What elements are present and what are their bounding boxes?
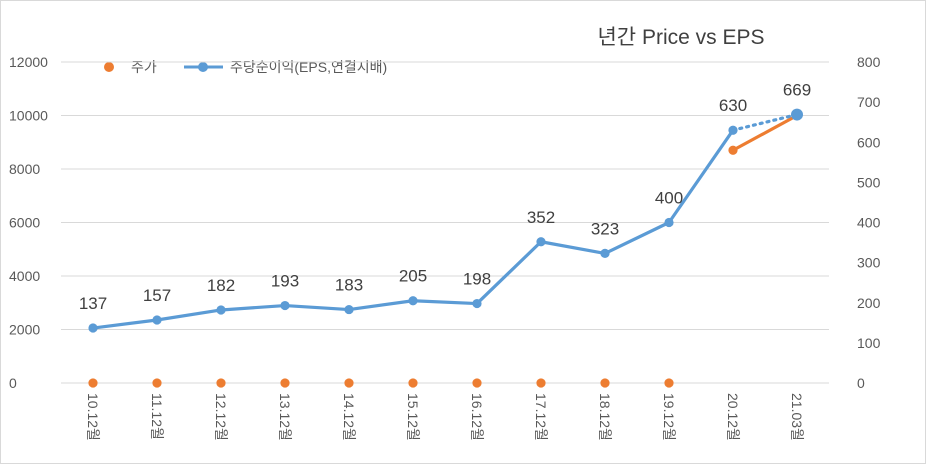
eps-point <box>536 237 546 247</box>
legend-label-eps: 주당순이익(EPS,연결지배) <box>230 59 387 75</box>
left-tick-label: 2000 <box>9 322 40 338</box>
price-line <box>732 114 798 152</box>
x-tick-label: 20.12월 <box>725 393 741 441</box>
left-tick-label: 0 <box>9 375 17 391</box>
eps-point <box>728 125 738 135</box>
price-point <box>280 378 290 388</box>
x-axis: 10.12월 11.12월 12.12월 13.12월 14.12월 15.12월 16.1… <box>85 393 805 441</box>
x-tick-label: 17.12월 <box>533 393 549 441</box>
series-lines <box>92 112 799 330</box>
legend: 주가 주당순이익(EPS,연결지배) <box>104 59 387 75</box>
right-tick-label: 500 <box>857 174 881 190</box>
eps-point <box>216 305 226 315</box>
eps-data-label: 137 <box>79 294 107 313</box>
x-tick-label: 21.03월 <box>789 393 805 441</box>
eps-data-label: 193 <box>271 272 299 291</box>
eps-line-dotted <box>731 112 799 132</box>
eps-data-label: 630 <box>719 96 747 115</box>
left-tick-label: 12000 <box>9 54 48 70</box>
legend-label-price: 주가 <box>131 59 157 75</box>
price-point <box>152 378 162 388</box>
eps-data-label: 352 <box>527 208 555 227</box>
eps-point <box>472 298 482 309</box>
right-tick-label: 600 <box>857 134 881 150</box>
eps-point <box>408 296 418 306</box>
eps-data-label: 183 <box>335 276 363 295</box>
x-tick-label: 12.12월 <box>213 393 229 441</box>
x-tick-label: 10.12월 <box>85 393 101 441</box>
price-point <box>472 378 482 388</box>
price-point <box>728 145 738 155</box>
price-point <box>344 378 354 388</box>
right-tick-label: 400 <box>857 215 881 231</box>
right-tick-label: 800 <box>857 54 881 70</box>
data-labels: 137 157 182 193 183 205 198 352 323 400 630 669 <box>79 81 811 313</box>
x-tick-label: 16.12월 <box>469 393 485 441</box>
price-point <box>216 378 226 388</box>
legend-marker-eps <box>198 62 208 72</box>
eps-data-label: 400 <box>655 189 683 208</box>
price-point <box>664 378 674 388</box>
price-point <box>536 378 546 388</box>
eps-data-label: 157 <box>143 286 171 305</box>
right-tick-label: 200 <box>857 295 881 311</box>
eps-point <box>344 304 354 315</box>
left-tick-label: 8000 <box>9 161 40 177</box>
eps-point <box>88 323 98 333</box>
x-tick-label: 15.12월 <box>405 393 421 441</box>
right-tick-label: 700 <box>857 94 881 110</box>
price-point <box>408 378 418 388</box>
x-tick-label: 18.12월 <box>597 393 613 441</box>
eps-point <box>280 300 290 311</box>
legend-marker-price <box>104 62 114 72</box>
eps-data-label: 205 <box>399 267 427 286</box>
left-tick-label: 10000 <box>9 108 48 124</box>
x-tick-label: 14.12월 <box>341 393 357 441</box>
eps-point <box>664 217 674 228</box>
eps-data-label: 669 <box>783 81 811 100</box>
gridlines <box>61 61 829 384</box>
x-tick-label: 13.12월 <box>277 393 293 441</box>
left-tick-label: 6000 <box>9 215 40 231</box>
price-point <box>600 378 610 388</box>
price-point <box>88 378 98 388</box>
x-tick-label: 11.12월 <box>149 393 165 440</box>
right-tick-label: 100 <box>857 335 881 351</box>
left-tick-label: 4000 <box>9 268 40 284</box>
chart-title: 년간 Price vs EPS <box>597 26 764 49</box>
right-tick-label: 0 <box>857 375 865 391</box>
eps-data-label: 323 <box>591 219 619 238</box>
eps-point <box>791 108 803 121</box>
eps-data-label: 182 <box>207 276 235 295</box>
series-points <box>88 108 803 388</box>
right-y-axis: 0 100 200 300 400 500 600 700 800 <box>857 54 881 391</box>
eps-point <box>600 248 610 258</box>
x-tick-label: 19.12월 <box>661 393 677 441</box>
right-tick-label: 300 <box>857 255 881 271</box>
left-y-axis: 0 2000 4000 6000 8000 10000 12000 <box>9 54 48 391</box>
eps-point <box>152 315 162 325</box>
eps-data-label: 198 <box>463 270 491 289</box>
